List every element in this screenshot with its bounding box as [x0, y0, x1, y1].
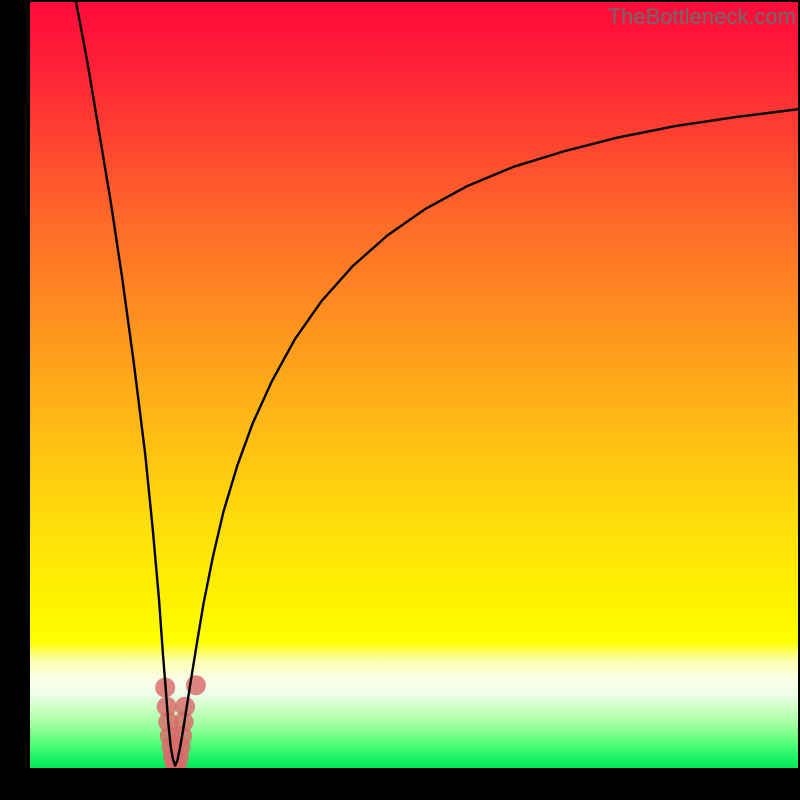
- watermark-text: TheBottleneck.com: [608, 4, 796, 30]
- plot-area: [30, 2, 798, 768]
- gradient-background: [30, 2, 798, 768]
- chart-container: TheBottleneck.com: [0, 0, 800, 800]
